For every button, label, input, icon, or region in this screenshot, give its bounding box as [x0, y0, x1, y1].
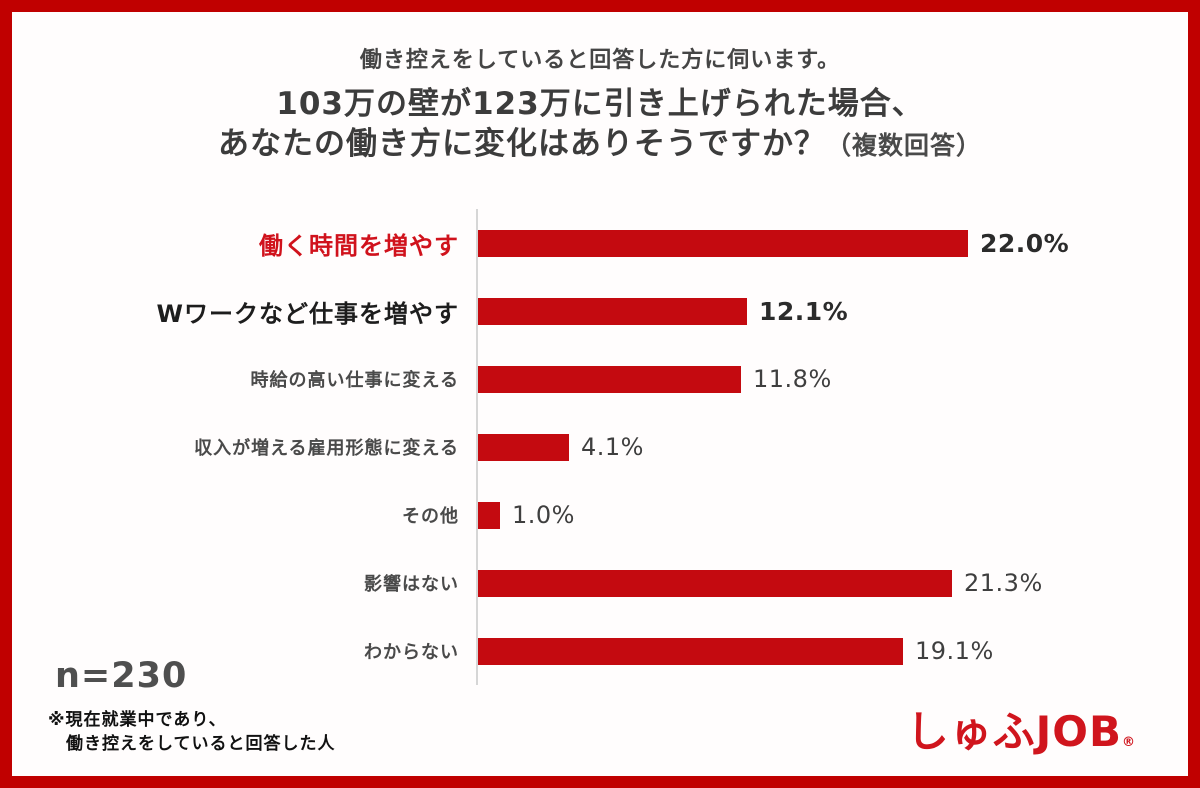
chart-canvas: 働き控えをしていると回答した方に伺います。 103万の壁が123万に引き上げられ… — [12, 12, 1188, 776]
bar-row: その他 1.0% — [12, 481, 1188, 549]
bar — [478, 433, 569, 461]
bar-label: 働く時間を増やす — [259, 231, 459, 260]
survey-subtitle: 働き控えをしていると回答した方に伺います。 — [359, 48, 841, 73]
shufu-job-logo: しゅふJOB® — [907, 698, 1136, 759]
footnote-line2: 働き控えをしていると回答した人 — [66, 734, 336, 754]
bar-track: 19.1% — [476, 617, 1188, 685]
registered-trademark-icon: ® — [1122, 735, 1136, 750]
bar-row: 時給の高い仕事に変える 11.8% — [12, 345, 1188, 413]
bar-value: 22.0% — [980, 228, 1070, 258]
sample-size: n=230 — [55, 656, 188, 696]
bar-value: 12.1% — [759, 296, 849, 326]
bar-label: 収入が増える雇用形態に変える — [194, 438, 459, 459]
footnote: ※現在就業中であり、 働き控えをしていると回答した人 — [48, 708, 336, 756]
bar — [478, 637, 903, 665]
survey-title-line2: あなたの働き方に変化はありそうですか？（複数回答） — [12, 124, 1188, 166]
bar-row: Wワークなど仕事を増やす 12.1% — [12, 277, 1188, 345]
bar-value: 21.3% — [964, 569, 1043, 597]
bar-row: 収入が増える雇用形態に変える 4.1% — [12, 413, 1188, 481]
bar-chart: 働く時間を増やす 22.0% Wワークなど仕事を増やす 12.1% 時給の高い仕… — [12, 209, 1188, 685]
bar-track: 11.8% — [476, 345, 1188, 413]
bar-label: わからない — [364, 642, 459, 663]
bar-track: 12.1% — [476, 277, 1188, 345]
bar-track: 22.0% — [476, 209, 1188, 277]
bar-label: 時給の高い仕事に変える — [250, 370, 459, 391]
header: 働き控えをしていると回答した方に伺います。 103万の壁が123万に引き上げられ… — [12, 42, 1188, 166]
bar-label: その他 — [402, 506, 459, 527]
bar-label: Wワークなど仕事を増やす — [156, 299, 459, 328]
footnote-line1: ※現在就業中であり、 — [48, 710, 227, 730]
bar-track: 4.1% — [476, 413, 1188, 481]
bar-row: 働く時間を増やす 22.0% — [12, 209, 1188, 277]
bar-row: わからない 19.1% — [12, 617, 1188, 685]
bar — [478, 365, 741, 393]
bar-value: 11.8% — [753, 365, 832, 393]
bar-row: 影響はない 21.3% — [12, 549, 1188, 617]
bar — [478, 569, 952, 597]
bar-value: 19.1% — [915, 637, 994, 665]
bar-track: 21.3% — [476, 549, 1188, 617]
survey-title-line2-main: あなたの働き方に変化はありそうですか？ — [217, 126, 826, 162]
bar-value: 1.0% — [512, 501, 575, 529]
survey-title-multi-answer-note: （複数回答） — [825, 131, 982, 160]
survey-title-line1: 103万の壁が123万に引き上げられた場合、 — [276, 86, 924, 122]
bar — [478, 501, 500, 529]
bar-label: 影響はない — [364, 574, 459, 595]
bar — [478, 297, 747, 325]
bar — [478, 229, 968, 257]
logo-text: しゅふJOB — [906, 707, 1122, 756]
bar-track: 1.0% — [476, 481, 1188, 549]
bar-value: 4.1% — [581, 433, 644, 461]
